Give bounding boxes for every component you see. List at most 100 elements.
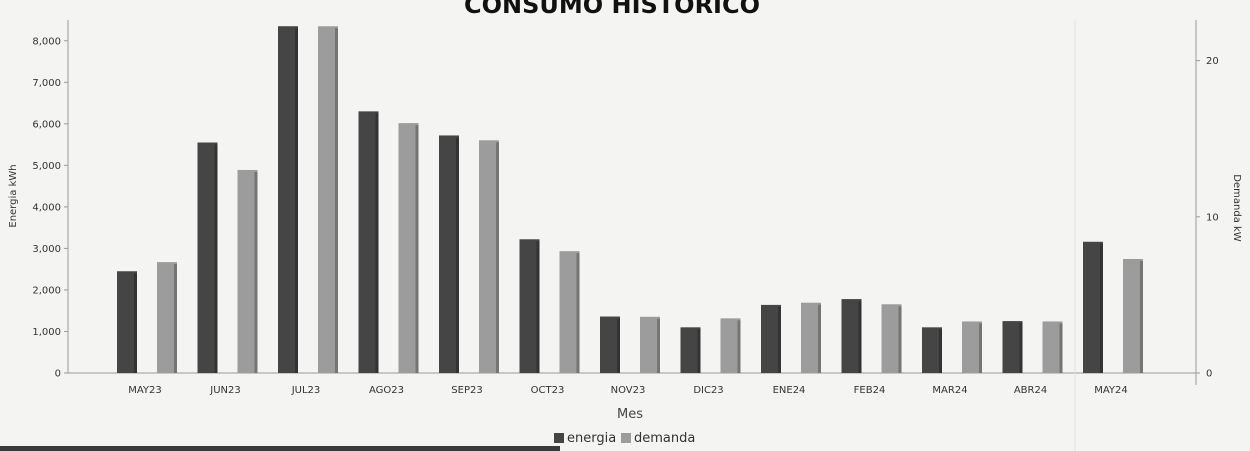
bar-face-energia-DIC23 — [680, 327, 701, 373]
bar-face-demanda-JUL23 — [318, 26, 338, 373]
bar-face-energia-JUL23 — [278, 26, 298, 374]
bar-shade-energia-DIC23 — [697, 329, 701, 373]
bar-face-energia-FEB24 — [841, 299, 862, 373]
bar-demanda-JUL23 — [318, 26, 338, 373]
chart-title: CONSUMO HISTORICO — [464, 0, 760, 19]
bar-energia-MAR24 — [922, 327, 942, 373]
bar-shade-energia-ABR24 — [1019, 323, 1023, 373]
bar-demanda-MAY24 — [1123, 258, 1143, 373]
bar-face-energia-MAY23 — [117, 271, 137, 373]
bar-shade-demanda-OCT23 — [576, 253, 580, 373]
legend-label-demanda: demanda — [634, 431, 695, 446]
bar-shade-energia-MAR24 — [939, 329, 942, 373]
bar-shade-demanda-SEP23 — [496, 142, 499, 373]
bar-shade-demanda-ENE24 — [818, 304, 821, 373]
bar-energia-OCT23 — [519, 239, 540, 373]
bar-demanda-MAR24 — [962, 321, 982, 373]
legend-label-energia: energia — [567, 431, 616, 446]
right-tick-label: 0 — [1206, 369, 1212, 380]
left-tick-label: 4,000 — [32, 202, 61, 213]
left-tick-label: 7,000 — [32, 78, 61, 89]
left-axis-ticks: 0 1,000 2,000 3,000 4,000 5,000 6,000 7,000 8,00… — [32, 36, 68, 380]
legend: energia demanda — [554, 431, 695, 446]
x-tick-label-JUN23: JUN23 — [209, 385, 240, 396]
bar-shade-demanda-DIC23 — [737, 320, 741, 373]
bar-demanda-JUN23 — [237, 169, 258, 373]
bar-energia-JUN23 — [197, 142, 218, 373]
bar-shade-demanda-NOV23 — [657, 318, 660, 373]
bar-face-demanda-SEP23 — [479, 140, 499, 373]
x-tick-label-ENE24: ENE24 — [773, 385, 806, 396]
bar-energia-JUL23 — [278, 26, 298, 374]
bar-face-demanda-MAY23 — [157, 262, 177, 373]
left-tick-label: 5,000 — [32, 161, 61, 172]
bar-demanda-DIC23 — [720, 318, 741, 373]
right-tick-label: 10 — [1206, 212, 1219, 223]
right-axis-title: Demanda kW — [1231, 174, 1242, 242]
bar-face-energia-MAR24 — [922, 327, 942, 373]
bar-face-energia-JUN23 — [197, 142, 218, 373]
left-tick-label: 2,000 — [32, 285, 61, 296]
bar-face-demanda-JUN23 — [237, 169, 258, 373]
bar-shade-energia-JUL23 — [295, 28, 298, 374]
x-tick-label-DIC23: DIC23 — [693, 385, 723, 396]
right-axis-ticks: 0 10 20 — [1196, 56, 1219, 380]
bar-energia-NOV23 — [600, 316, 620, 373]
x-tick-label-SEP23: SEP23 — [451, 385, 482, 396]
bar-demanda-AGO23 — [398, 123, 419, 373]
bar-demanda-NOV23 — [640, 316, 660, 373]
bar-shade-energia-OCT23 — [536, 241, 540, 373]
bar-demanda-MAY23 — [157, 262, 177, 373]
x-tick-label-JUL23: JUL23 — [291, 385, 321, 396]
bar-shade-demanda-JUN23 — [254, 171, 258, 373]
left-tick-label: 0 — [55, 369, 61, 380]
bar-shade-energia-NOV23 — [617, 318, 620, 373]
bar-face-demanda-DIC23 — [720, 318, 741, 373]
bar-face-energia-SEP23 — [439, 135, 459, 373]
bars-group — [117, 26, 1143, 374]
x-tick-label-FEB24: FEB24 — [854, 385, 886, 396]
bar-face-demanda-ENE24 — [801, 302, 821, 373]
x-axis-ticks: MAY23 JUN23 JUL23 AGO23 SEP23 OCT23 NOV23 DIC23… — [128, 385, 1128, 396]
left-tick-label: 1,000 — [32, 327, 61, 338]
bar-shade-demanda-MAR24 — [979, 323, 982, 373]
bar-shade-energia-FEB24 — [858, 301, 862, 373]
bar-face-energia-NOV23 — [600, 316, 620, 373]
bar-shade-demanda-FEB24 — [898, 306, 902, 373]
bar-face-energia-AGO23 — [358, 111, 379, 373]
bar-face-demanda-NOV23 — [640, 316, 660, 373]
bar-demanda-ENE24 — [801, 302, 821, 373]
legend-swatch-demanda — [621, 433, 631, 443]
bar-shade-energia-AGO23 — [375, 113, 379, 373]
bar-demanda-FEB24 — [881, 304, 902, 373]
bar-face-demanda-FEB24 — [881, 304, 902, 373]
photo-edge-band — [0, 446, 560, 451]
left-axis-title: Energia kWh — [8, 164, 19, 227]
x-tick-label-ABR24: ABR24 — [1014, 385, 1047, 396]
bar-shade-demanda-MAY23 — [174, 264, 177, 373]
left-tick-label: 6,000 — [32, 119, 61, 130]
bar-energia-DIC23 — [680, 327, 701, 373]
bar-shade-demanda-MAY24 — [1140, 260, 1143, 373]
x-tick-label-MAY24: MAY24 — [1094, 385, 1128, 396]
bar-shade-demanda-JUL23 — [335, 28, 338, 373]
bar-shade-energia-JUN23 — [214, 144, 218, 373]
bar-energia-MAY23 — [117, 271, 137, 373]
bar-energia-MAY24 — [1083, 241, 1103, 373]
bar-face-demanda-ABR24 — [1042, 321, 1063, 373]
x-tick-label-MAY23: MAY23 — [128, 385, 162, 396]
bar-demanda-OCT23 — [559, 251, 580, 373]
bar-energia-ENE24 — [761, 304, 781, 373]
bar-energia-SEP23 — [439, 135, 459, 373]
x-tick-label-NOV23: NOV23 — [611, 385, 646, 396]
x-tick-label-AGO23: AGO23 — [369, 385, 404, 396]
bar-energia-ABR24 — [1002, 321, 1023, 373]
bar-energia-AGO23 — [358, 111, 379, 373]
bar-face-demanda-MAR24 — [962, 321, 982, 373]
bar-shade-demanda-ABR24 — [1059, 323, 1063, 373]
bar-face-demanda-AGO23 — [398, 123, 419, 373]
x-tick-label-OCT23: OCT23 — [531, 385, 565, 396]
right-tick-label: 20 — [1206, 56, 1219, 67]
bar-demanda-SEP23 — [479, 140, 499, 373]
